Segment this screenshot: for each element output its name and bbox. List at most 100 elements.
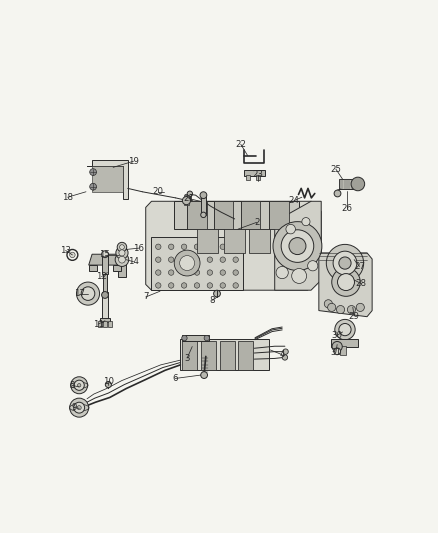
Circle shape (333, 251, 357, 275)
Polygon shape (180, 340, 269, 370)
Bar (98, 321, 102, 327)
Circle shape (339, 324, 351, 336)
Circle shape (201, 372, 208, 378)
Bar (118, 259, 126, 277)
Circle shape (187, 191, 193, 197)
Bar (100, 318, 110, 322)
Circle shape (182, 197, 191, 205)
Polygon shape (113, 265, 121, 271)
Polygon shape (238, 342, 253, 370)
Text: 17: 17 (74, 289, 85, 298)
Circle shape (302, 217, 310, 225)
Text: 11: 11 (93, 320, 104, 329)
Circle shape (181, 282, 187, 288)
Circle shape (289, 238, 306, 255)
Circle shape (181, 257, 187, 262)
Text: 27: 27 (354, 262, 365, 271)
Circle shape (116, 247, 128, 259)
Text: 5: 5 (69, 381, 74, 390)
Text: 8: 8 (210, 296, 215, 305)
Circle shape (233, 244, 238, 249)
Text: 14: 14 (128, 257, 139, 266)
Circle shape (102, 251, 108, 257)
Polygon shape (201, 342, 215, 370)
Circle shape (105, 382, 111, 387)
Text: 13: 13 (60, 246, 71, 255)
Polygon shape (339, 179, 358, 189)
Circle shape (102, 292, 108, 298)
Text: 10: 10 (103, 377, 114, 386)
Circle shape (281, 230, 314, 262)
Bar (108, 321, 112, 327)
Bar (201, 195, 206, 215)
Polygon shape (241, 201, 261, 229)
Polygon shape (87, 159, 128, 199)
Circle shape (207, 244, 212, 249)
Circle shape (115, 253, 129, 266)
Polygon shape (88, 265, 96, 271)
Circle shape (117, 243, 127, 252)
Text: 28: 28 (355, 279, 367, 288)
Polygon shape (214, 201, 233, 229)
Polygon shape (224, 229, 245, 253)
Polygon shape (220, 342, 235, 370)
Bar (103, 274, 107, 295)
Polygon shape (92, 166, 123, 192)
Bar (103, 321, 107, 327)
Circle shape (182, 335, 187, 341)
Text: 20: 20 (153, 187, 164, 196)
Text: 16: 16 (134, 244, 145, 253)
Circle shape (194, 257, 200, 262)
Polygon shape (152, 237, 243, 290)
Circle shape (71, 377, 88, 394)
Circle shape (338, 273, 354, 290)
Circle shape (81, 287, 95, 301)
Circle shape (194, 270, 200, 275)
Bar (102, 292, 108, 322)
Circle shape (356, 303, 364, 311)
Circle shape (332, 342, 342, 352)
Circle shape (233, 282, 238, 288)
Polygon shape (249, 229, 270, 253)
Circle shape (90, 183, 96, 190)
Circle shape (74, 402, 85, 413)
Circle shape (334, 348, 341, 354)
Circle shape (180, 256, 194, 271)
Circle shape (169, 257, 174, 262)
Circle shape (332, 268, 360, 296)
Circle shape (326, 245, 364, 282)
Circle shape (169, 282, 174, 288)
Circle shape (335, 319, 355, 340)
Circle shape (273, 222, 322, 271)
Circle shape (155, 244, 161, 249)
Circle shape (204, 335, 209, 341)
Circle shape (233, 257, 238, 262)
Text: 9: 9 (72, 403, 77, 412)
Text: 12: 12 (96, 272, 107, 281)
Text: 23: 23 (252, 171, 263, 179)
Circle shape (120, 245, 124, 249)
Circle shape (169, 270, 174, 275)
Circle shape (174, 250, 200, 276)
Circle shape (307, 261, 318, 271)
Circle shape (283, 349, 288, 354)
Text: 22: 22 (235, 140, 246, 149)
Circle shape (90, 168, 96, 175)
Circle shape (282, 354, 288, 360)
Polygon shape (197, 229, 219, 253)
Circle shape (276, 266, 288, 279)
Polygon shape (173, 200, 299, 229)
Polygon shape (187, 201, 207, 229)
Circle shape (119, 250, 125, 256)
Circle shape (324, 300, 332, 308)
Text: 24: 24 (289, 196, 300, 205)
Circle shape (207, 282, 212, 288)
Circle shape (119, 256, 125, 263)
Circle shape (200, 192, 207, 199)
Circle shape (194, 244, 200, 249)
Circle shape (77, 282, 99, 305)
Circle shape (155, 282, 161, 288)
Polygon shape (88, 254, 121, 265)
Text: 18: 18 (62, 193, 73, 201)
Circle shape (220, 244, 226, 249)
